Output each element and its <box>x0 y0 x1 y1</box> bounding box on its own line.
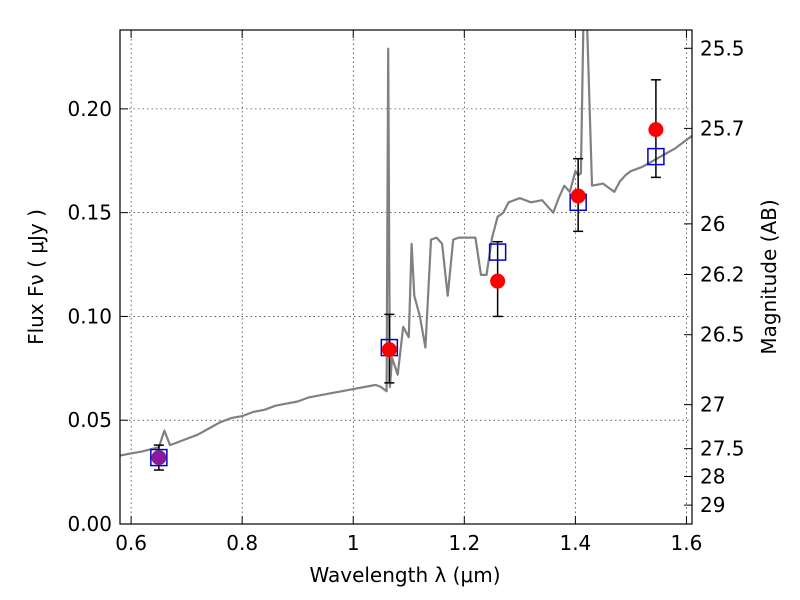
observed-point <box>151 450 167 466</box>
right-tick-label: 26.5 <box>700 323 745 347</box>
x-tick-label: 0.6 <box>115 531 147 555</box>
model-square <box>488 243 507 261</box>
x-tick-label: 1 <box>347 531 360 555</box>
right-tick-label: 27 <box>700 393 725 417</box>
model-square <box>647 147 665 166</box>
x-tick-label: 1.4 <box>559 531 591 555</box>
x-tick-label: 1.2 <box>448 531 480 555</box>
y-tick-label: 0.05 <box>67 408 112 432</box>
right-tick-label: 26 <box>700 212 725 236</box>
plot-frame <box>119 29 693 525</box>
x-tick-label: 0.8 <box>226 531 258 555</box>
right-tick-label: 29 <box>700 493 725 517</box>
y-axis-title: Flux Fν ( μJy ) <box>24 209 48 345</box>
right-axis-title: Magnitude (AB) <box>757 199 781 354</box>
model-square <box>150 448 168 467</box>
x-tick-label: 1.6 <box>671 531 703 555</box>
observed-point <box>648 122 664 138</box>
right-tick-label: 25.5 <box>700 36 745 60</box>
right-tick-label: 28 <box>700 464 725 488</box>
y-tick-label: 0.10 <box>67 304 112 328</box>
plot-content <box>120 30 692 471</box>
right-tick-label: 26.2 <box>700 263 745 287</box>
observed-point <box>381 342 397 358</box>
y-tick-label: 0.20 <box>67 97 112 121</box>
x-axis-title: Wavelength λ (μm) <box>309 563 500 587</box>
y-tick-label: 0.00 <box>67 512 112 536</box>
right-tick-label: 27.5 <box>700 437 745 461</box>
y-tick-label: 0.15 <box>67 201 112 225</box>
observed-point <box>570 188 586 204</box>
grid <box>120 30 692 525</box>
ticks: 0.6 0.8 1 1.2 1.4 1.6 0.00 0.05 0.10 0.15 0.20 25.5… <box>67 30 745 555</box>
right-tick-label: 25.7 <box>700 116 745 140</box>
observed-point <box>490 273 506 289</box>
spectrum-line <box>120 30 692 457</box>
